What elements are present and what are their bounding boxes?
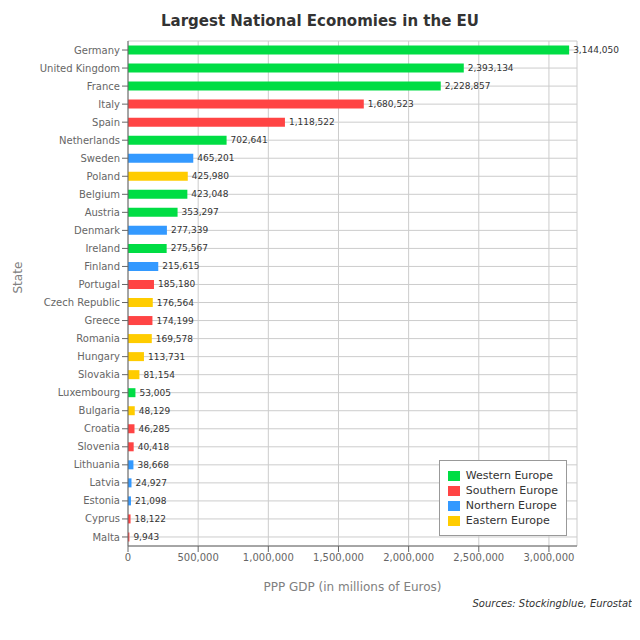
svg-text:1,118,522: 1,118,522 (289, 117, 335, 127)
svg-text:176,564: 176,564 (157, 298, 194, 308)
svg-text:275,567: 275,567 (171, 243, 208, 253)
svg-text:0: 0 (125, 552, 131, 563)
svg-text:113,731: 113,731 (148, 352, 185, 362)
svg-text:Romania: Romania (76, 333, 120, 344)
svg-text:465,201: 465,201 (197, 153, 234, 163)
html-text:Eastern Europe: Eastern Europe (465, 514, 550, 527)
svg-text:Latvia: Latvia (90, 477, 120, 488)
svg-text:Bulgaria: Bulgaria (79, 405, 120, 416)
svg-text:215,615: 215,615 (162, 261, 199, 271)
svg-text:1,500,000: 1,500,000 (313, 552, 364, 563)
html-text:Sources: Stockingblue, Eurosta: Sources: Stockingblue, Eurostat (472, 598, 632, 609)
svg-text:81,154: 81,154 (143, 370, 175, 380)
svg-text:Sweden: Sweden (80, 153, 120, 164)
svg-text:2,000,000: 2,000,000 (383, 552, 434, 563)
svg-text:702,641: 702,641 (231, 135, 268, 145)
svg-text:Spain: Spain (92, 117, 120, 128)
svg-text:Greece: Greece (84, 315, 120, 326)
svg-text:46,285: 46,285 (138, 424, 170, 434)
svg-text:423,048: 423,048 (191, 189, 228, 199)
svg-text:24,927: 24,927 (135, 478, 167, 488)
html-text:Northern Europe: Northern Europe (465, 499, 557, 512)
svg-text:1,000,000: 1,000,000 (243, 552, 294, 563)
svg-text:Slovenia: Slovenia (77, 441, 120, 452)
svg-text:277,339: 277,339 (171, 225, 208, 235)
svg-text:Croatia: Croatia (84, 423, 120, 434)
svg-text:Lithuania: Lithuania (74, 459, 120, 470)
svg-text:State: State (11, 262, 25, 294)
svg-text:Italy: Italy (98, 99, 120, 110)
svg-text:3,000,000: 3,000,000 (523, 552, 574, 563)
html-text:Largest National Economies in: Largest National Economies in the EU (161, 12, 479, 30)
svg-text:Luxembourg: Luxembourg (58, 387, 120, 398)
svg-text:2,393,134: 2,393,134 (468, 63, 514, 73)
svg-text:United Kingdom: United Kingdom (40, 63, 120, 74)
svg-text:Austria: Austria (85, 207, 120, 218)
svg-text:Netherlands: Netherlands (59, 135, 120, 146)
svg-text:48,129: 48,129 (139, 406, 171, 416)
svg-text:Malta: Malta (92, 532, 120, 543)
svg-text:Cyprus: Cyprus (85, 513, 120, 524)
svg-text:Hungary: Hungary (77, 351, 120, 362)
svg-text:174,199: 174,199 (156, 316, 193, 326)
svg-text:425,980: 425,980 (192, 171, 229, 181)
svg-text:2,228,857: 2,228,857 (445, 81, 491, 91)
svg-text:Finland: Finland (84, 261, 120, 272)
svg-text:France: France (87, 81, 120, 92)
svg-text:21,098: 21,098 (135, 496, 167, 506)
svg-text:1,680,523: 1,680,523 (368, 99, 414, 109)
svg-text:3,144,050: 3,144,050 (573, 45, 619, 55)
svg-text:500,000: 500,000 (177, 552, 218, 563)
svg-text:Ireland: Ireland (85, 243, 120, 254)
svg-text:Estonia: Estonia (83, 495, 120, 506)
html-text:Western Europe: Western Europe (465, 469, 554, 482)
svg-text:40,418: 40,418 (138, 442, 170, 452)
svg-text:Portugal: Portugal (79, 279, 120, 290)
svg-text:Slovakia: Slovakia (78, 369, 120, 380)
svg-text:353,297: 353,297 (182, 207, 219, 217)
html-text:Southern Europe: Southern Europe (465, 484, 558, 497)
svg-text:Denmark: Denmark (74, 225, 120, 236)
svg-text:Germany: Germany (74, 45, 120, 56)
svg-text:2,500,000: 2,500,000 (453, 552, 504, 563)
svg-text:Poland: Poland (87, 171, 120, 182)
svg-text:38,668: 38,668 (137, 460, 169, 470)
svg-text:53,005: 53,005 (139, 388, 171, 398)
svg-text:18,122: 18,122 (135, 514, 167, 524)
svg-text:185,180: 185,180 (158, 279, 195, 289)
svg-text:PPP GDP (in millions of Euros): PPP GDP (in millions of Euros) (263, 580, 441, 594)
svg-text:169,578: 169,578 (156, 334, 193, 344)
svg-text:Belgium: Belgium (79, 189, 120, 200)
svg-text:Czech Republic: Czech Republic (44, 297, 120, 308)
svg-text:9,943: 9,943 (133, 532, 159, 542)
